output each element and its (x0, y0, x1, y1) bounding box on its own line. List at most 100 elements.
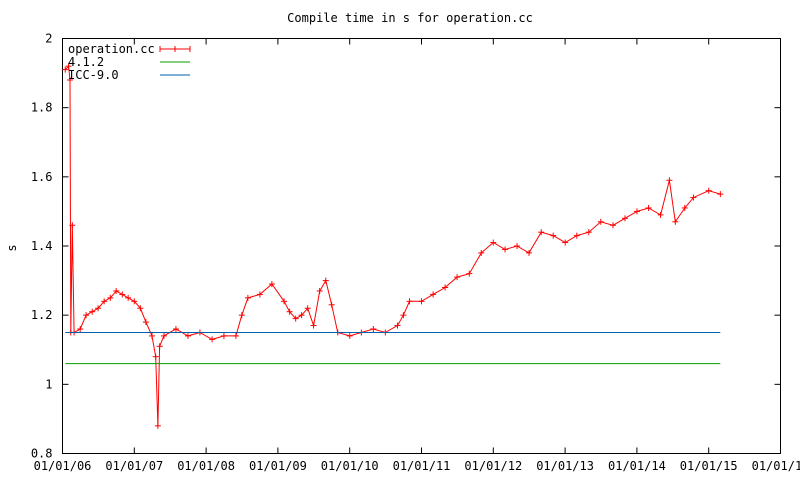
data-point (256, 291, 263, 298)
data-point (538, 229, 545, 236)
data-point (83, 312, 90, 319)
data-point (597, 218, 604, 225)
legend-label: 4.1.2 (68, 55, 104, 69)
data-point (154, 422, 161, 429)
y-tick-label: 1 (45, 377, 52, 391)
data-point (562, 239, 569, 246)
legend-label: operation.cc (68, 42, 155, 56)
data-point (89, 308, 96, 315)
data-point (107, 294, 114, 301)
data-point (281, 298, 288, 305)
data-point (160, 332, 167, 339)
x-tick-label: 01/01/10 (321, 459, 379, 473)
data-point (454, 274, 461, 281)
data-point (322, 277, 329, 284)
data-point (681, 204, 688, 211)
x-tick-label: 01/01/06 (34, 459, 92, 473)
data-point (550, 232, 557, 239)
data-point (310, 322, 317, 329)
x-tick-label: 01/01/09 (249, 459, 307, 473)
data-point (62, 66, 69, 73)
data-point (244, 294, 251, 301)
data-point (125, 294, 132, 301)
data-point (184, 332, 191, 339)
data-point (418, 298, 425, 305)
data-point (406, 298, 413, 305)
x-tick-label: 01/01/16 (752, 459, 800, 473)
data-point (346, 332, 353, 339)
data-point (621, 215, 628, 222)
y-tick-label: 1.8 (31, 101, 53, 115)
y-axis-label: s (5, 244, 19, 251)
data-point (585, 229, 592, 236)
axis-ticks: 0.8 1 1.2 1.4 1.6 1.8 2 01/01/06 01/01/07 01/01/0… (31, 32, 800, 474)
data-point (514, 243, 521, 249)
data-point (717, 191, 724, 198)
data-point (292, 315, 299, 322)
y-tick-label: 1.4 (31, 239, 53, 253)
data-point (156, 343, 163, 350)
data-point (328, 301, 335, 308)
y-tick-label: 2 (45, 32, 52, 46)
series-layer (62, 63, 724, 429)
plot-frame (62, 38, 781, 454)
data-point (142, 319, 149, 326)
data-point (645, 204, 652, 211)
data-point (502, 246, 509, 253)
x-tick-label: 01/01/11 (393, 459, 451, 473)
data-point (137, 305, 144, 312)
data-point (113, 287, 120, 294)
data-point (690, 194, 697, 201)
data-point (69, 222, 76, 229)
data-point (672, 218, 679, 225)
data-point (119, 291, 126, 298)
data-point (298, 312, 305, 319)
data-point (442, 284, 449, 291)
data-point (209, 336, 216, 343)
data-point (131, 298, 138, 305)
data-point (304, 305, 311, 312)
x-tick-label: 01/01/15 (680, 459, 738, 473)
data-point (657, 211, 664, 218)
data-point (286, 308, 293, 315)
x-tick-label: 01/01/07 (105, 459, 163, 473)
data-point (220, 332, 227, 339)
x-tick-label: 01/01/12 (464, 459, 522, 473)
x-tick-label: 01/01/13 (536, 459, 594, 473)
chart-title: Compile time in s for operation.cc (287, 11, 533, 25)
data-point (478, 249, 485, 256)
data-point (400, 312, 407, 319)
data-point (490, 239, 497, 246)
data-point (633, 208, 640, 215)
data-point (316, 287, 323, 294)
data-point (430, 291, 437, 298)
data-point (77, 326, 84, 332)
data-point (65, 63, 72, 70)
series-line (64, 65, 721, 426)
y-tick-label: 0.8 (31, 447, 53, 461)
data-point (172, 326, 179, 332)
data-point (95, 305, 102, 312)
data-point (66, 77, 73, 83)
data-point (238, 312, 245, 319)
data-point (148, 332, 155, 339)
y-tick-label: 1.6 (31, 170, 53, 184)
data-point (609, 222, 616, 229)
data-point (666, 177, 673, 184)
data-point (232, 332, 239, 339)
y-tick-label: 1.2 (31, 308, 53, 322)
data-point (573, 232, 580, 239)
data-point (152, 353, 159, 360)
data-point (394, 322, 401, 329)
data-point (268, 281, 275, 288)
data-point (101, 298, 108, 305)
x-tick-label: 01/01/14 (608, 459, 666, 473)
data-point (705, 187, 712, 194)
data-point (466, 270, 473, 277)
legend-label: ICC-9.0 (68, 68, 119, 82)
x-tick-label: 01/01/08 (177, 459, 235, 473)
data-point (370, 326, 377, 332)
data-point (526, 249, 533, 256)
